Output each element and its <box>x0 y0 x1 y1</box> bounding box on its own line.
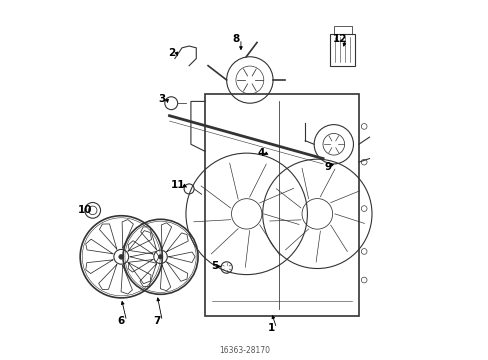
Text: 8: 8 <box>231 34 239 44</box>
Text: 3: 3 <box>158 94 165 104</box>
Circle shape <box>158 255 163 259</box>
Circle shape <box>119 254 123 259</box>
Text: 9: 9 <box>324 162 331 172</box>
Text: 10: 10 <box>78 205 93 215</box>
Text: 5: 5 <box>211 261 219 271</box>
Text: 12: 12 <box>332 34 347 44</box>
Bar <box>333 26 351 33</box>
Text: 16363-28170: 16363-28170 <box>219 346 269 355</box>
Bar <box>329 33 354 66</box>
Text: 4: 4 <box>258 148 265 158</box>
Bar <box>205 94 358 316</box>
Text: 1: 1 <box>267 323 274 333</box>
Text: 2: 2 <box>167 48 175 58</box>
Text: 11: 11 <box>171 180 185 190</box>
Text: 7: 7 <box>153 316 161 326</box>
Text: 6: 6 <box>118 316 124 326</box>
